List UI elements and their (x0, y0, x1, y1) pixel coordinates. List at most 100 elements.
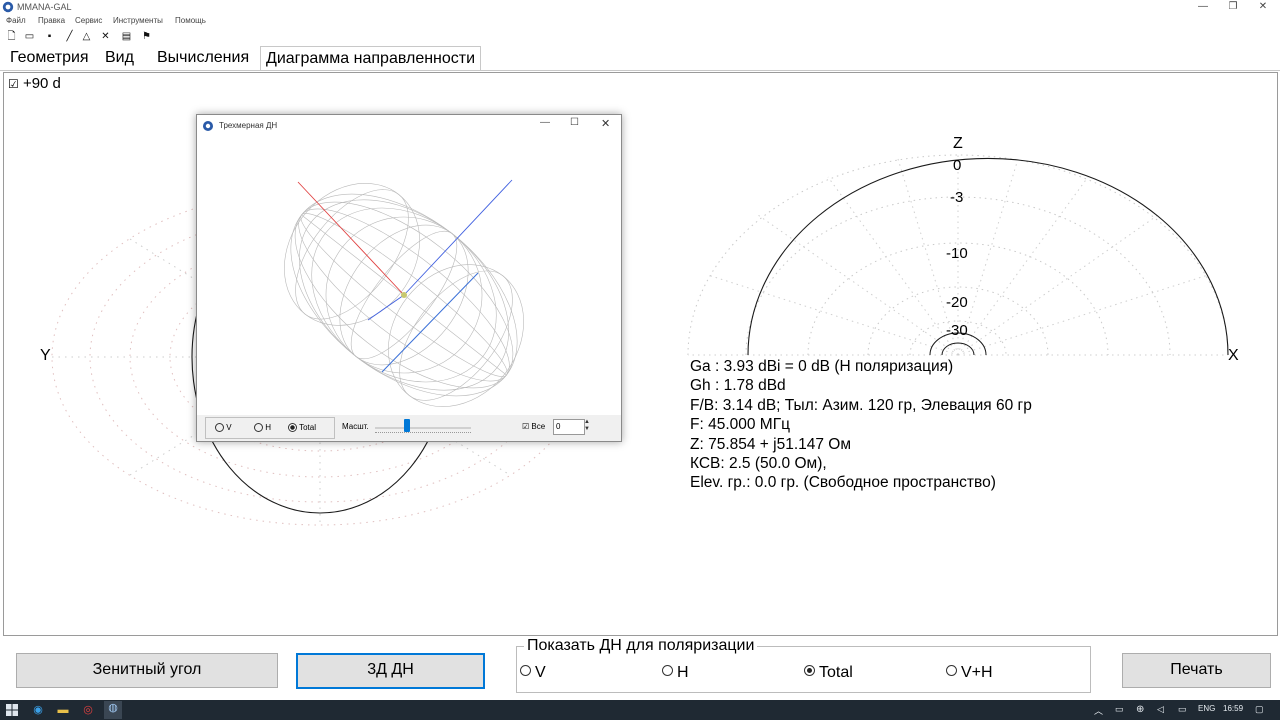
table-icon[interactable]: ▤ (121, 31, 132, 42)
y-axis-label: Y (40, 347, 51, 364)
ring-label-0: 0 (953, 157, 961, 174)
polarization-group (516, 646, 1091, 693)
save-icon[interactable]: ▪ (47, 31, 52, 42)
menu-tools[interactable]: Инструменты (113, 16, 163, 25)
maximize-button[interactable]: ❐ (1228, 1, 1238, 12)
z-axis-label: Z (953, 135, 963, 152)
radio-3d-total[interactable]: Total (288, 423, 316, 433)
line-icon[interactable]: ╱ (66, 31, 73, 42)
gain-dbd-line: Gh : 1.78 dBd (690, 377, 786, 395)
globe-icon[interactable]: ⊕ (1136, 704, 1145, 715)
radio-3d-v[interactable]: V (215, 423, 232, 433)
tab-geometry[interactable]: Геометрия (10, 49, 89, 66)
dialog-app-icon (203, 121, 213, 131)
radio-pol-h-indicator (662, 665, 673, 677)
impedance-line: Z: 75.854 + j51.147 Ом (690, 435, 852, 453)
ring-label-10: -10 (946, 245, 968, 262)
radio-pol-total-label: Total (819, 664, 853, 681)
language-indicator[interactable]: ENG (1198, 704, 1216, 713)
tab-divider (0, 70, 1280, 71)
close-button[interactable]: ✕ (1258, 1, 1268, 12)
print-button[interactable]: Печать (1122, 653, 1271, 688)
front-back-line: F/B: 3.14 dB; Тыл: Азим. 120 гр, Элеваци… (690, 396, 1032, 414)
triangle-icon[interactable]: △ (82, 31, 91, 42)
menu-edit[interactable]: Правка (38, 16, 66, 25)
run-icon[interactable]: ⚑ (142, 31, 151, 42)
start-icon[interactable] (6, 704, 18, 716)
scale-slider-thumb[interactable] (403, 419, 410, 432)
mmana-taskbar-icon[interactable]: ◍ (104, 701, 122, 719)
dialog-minimize-button[interactable]: — (540, 117, 550, 128)
minimize-button[interactable]: — (1198, 1, 1208, 12)
window-title: MMANA-GAL (17, 2, 72, 12)
wire-element (381, 272, 479, 373)
vertical-pattern-plot (687, 154, 1229, 356)
radio-pol-vh-indicator (946, 665, 957, 677)
dialog-close-button[interactable]: ✕ (601, 118, 611, 130)
scale-slider-track[interactable] (375, 427, 471, 429)
ring-label-3: -3 (950, 189, 963, 206)
polarization-radio-group (205, 417, 335, 439)
menu-help[interactable]: Помощь (175, 16, 206, 25)
zenith-checkbox[interactable]: ☑ +90 d (8, 75, 61, 92)
scale-slider-ticks (375, 432, 471, 436)
zenith-checkbox-label: +90 d (22, 75, 61, 92)
frequency-line: F: 45.000 МГц (690, 416, 790, 434)
radio-3d-h-label: H (265, 423, 272, 432)
dialog-3d-pattern: Трехмерная ДН — ☐ ✕ (196, 114, 622, 442)
open-folder-icon[interactable]: ▭ (24, 31, 35, 42)
radio-3d-v-indicator (215, 423, 224, 433)
axis-x-red (297, 181, 405, 296)
radio-pol-v[interactable]: V (520, 664, 546, 682)
network-icon[interactable]: ▭ (1115, 704, 1124, 714)
opera-icon[interactable]: ◎ (83, 704, 93, 716)
dialog-title: Трехмерная ДН (219, 121, 278, 130)
elevation-pattern-curve (747, 157, 1229, 356)
taskbar: ◉ ▬ ◎ ◍ ︿ ▭ ⊕ ◁ ▭ ENG 16:59 ▢ (0, 700, 1280, 720)
keyboard-icon[interactable]: ▭ (1178, 704, 1187, 714)
scale-label: Масшт. (342, 422, 369, 431)
radio-pol-v-label: V (535, 664, 546, 681)
checkbox-checked-icon: ☑ (522, 422, 530, 431)
menu-file[interactable]: Файл (6, 16, 26, 25)
tray-chevron-icon[interactable]: ︿ (1094, 706, 1104, 716)
volume-icon[interactable]: ◁ (1157, 704, 1164, 714)
tools-icon[interactable]: ✕ (101, 31, 110, 42)
radio-3d-h[interactable]: H (254, 423, 272, 433)
tab-pattern[interactable]: Диаграмма направленности (260, 46, 482, 71)
tab-view[interactable]: Вид (105, 49, 134, 66)
app-icon (2, 1, 14, 13)
radio-pol-vh[interactable]: V+H (946, 664, 993, 682)
radio-3d-v-label: V (226, 423, 232, 432)
ring-label-20: -20 (946, 294, 968, 311)
polarization-group-title: Показать ДН для поляризации (524, 637, 758, 655)
pattern-3d-view[interactable] (197, 135, 621, 413)
radio-3d-h-indicator (254, 423, 263, 433)
radio-pol-h[interactable]: H (662, 664, 689, 682)
antenna-info: Ga : 3.93 dBi = 0 dB (Н поляризация) Gh … (690, 357, 1032, 493)
all-checkbox[interactable]: ☑ Все (522, 422, 545, 431)
dialog-maximize-button[interactable]: ☐ (570, 117, 579, 128)
radio-pol-total[interactable]: Total (804, 664, 853, 682)
dialog-footer: V H Total Масшт. ☑ Все 0 ▲ ▼ (197, 415, 621, 441)
tab-calculation[interactable]: Вычисления (157, 49, 250, 66)
swr-line: КСВ: 2.5 (50.0 Ом), (690, 455, 827, 473)
title-bar: MMANA-GAL — ❐ ✕ (0, 0, 1280, 15)
edge-browser-icon[interactable]: ◉ (33, 704, 43, 716)
new-file-icon[interactable]: 🗋 (7, 31, 16, 42)
pattern-3d-button[interactable]: 3Д ДН (296, 653, 485, 689)
spin-input[interactable]: 0 (553, 419, 585, 435)
menu-service[interactable]: Сервис (75, 16, 103, 25)
zenith-angle-button[interactable]: Зенитный угол (16, 653, 278, 688)
clock[interactable]: 16:59 (1223, 704, 1244, 713)
ring-label-30: -30 (946, 322, 968, 339)
menu-bar: Файл Правка Сервис Инструменты Помощь (0, 15, 600, 28)
notifications-icon[interactable]: ▢ (1255, 704, 1264, 714)
radio-3d-total-indicator (288, 423, 297, 433)
radio-pol-h-label: H (677, 664, 689, 681)
spin-arrows[interactable]: ▲ ▼ (584, 419, 590, 432)
file-explorer-icon[interactable]: ▬ (57, 704, 69, 716)
radio-pol-v-indicator (520, 665, 531, 677)
radio-3d-total-label: Total (299, 423, 316, 432)
pattern-plots: Y Z X 0 -3 -10 -20 -30 (40, 135, 1239, 526)
